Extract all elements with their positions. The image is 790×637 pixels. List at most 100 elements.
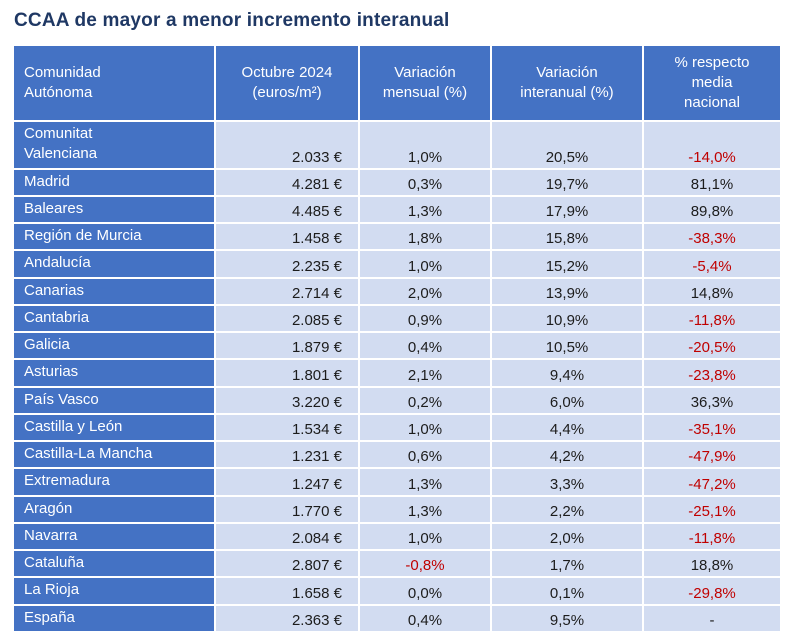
cell-yoy: 20,5% — [492, 122, 642, 168]
cell-price: 1.770 € — [216, 496, 358, 522]
table-row: Región de Murcia 1.458 €1,8% 15,8% -38,3% — [14, 224, 780, 250]
cell-yoy: 9,5% — [492, 605, 642, 631]
cell-monthly: 2,1% — [360, 360, 490, 386]
cell-price: 1.231 € — [216, 442, 358, 468]
cell-monthly: 0,0% — [360, 578, 490, 604]
table-row: Andalucía 2.235 €1,0% 15,2% -5,4% — [14, 251, 780, 277]
row-label: Baleares — [14, 196, 214, 222]
cell-vs_national: -38,3% — [644, 224, 780, 250]
row-label: Castilla y León — [14, 414, 214, 440]
table-header: Comunidad Autónoma Octubre 2024 (euros/m²… — [14, 46, 780, 120]
table-row: Cataluña 2.807 € -0,8% 1,7% 18,8% — [14, 551, 780, 577]
cell-vs_national: 18,8% — [644, 551, 780, 577]
table-row: La Rioja 1.658 €0,0% 0,1% -29,8% — [14, 578, 780, 604]
cell-yoy: 10,9% — [492, 305, 642, 331]
cell-vs_national: 14,8% — [644, 278, 780, 304]
table-row: Asturias 1.801 €2,1% 9,4% -23,8% — [14, 360, 780, 386]
row-label: Madrid — [14, 169, 214, 195]
cell-vs_national: -29,8% — [644, 578, 780, 604]
cell-yoy: 4,4% — [492, 414, 642, 440]
cell-monthly: 0,9% — [360, 305, 490, 331]
table-row: Aragón 1.770 €1,3% 2,2% -25,1% — [14, 496, 780, 522]
cell-vs_national: -20,5% — [644, 333, 780, 359]
cell-monthly: 0,3% — [360, 169, 490, 195]
row-label: Navarra — [14, 523, 214, 549]
cell-vs_national: -23,8% — [644, 360, 780, 386]
row-label: País Vasco — [14, 387, 214, 413]
cell-yoy: 19,7% — [492, 169, 642, 195]
cell-yoy: 2,0% — [492, 523, 642, 549]
cell-yoy: 17,9% — [492, 196, 642, 222]
ccaa-table: Comunidad Autónoma Octubre 2024 (euros/m²… — [12, 44, 782, 633]
row-label: Comunitat Valenciana — [14, 122, 214, 168]
cell-vs_national: 81,1% — [644, 169, 780, 195]
row-label: Extremadura — [14, 469, 214, 495]
table-row: España 2.363 €0,4% 9,5% - — [14, 605, 780, 631]
column-header-1: Octubre 2024 (euros/m²) — [216, 46, 358, 120]
cell-price: 4.281 € — [216, 169, 358, 195]
table-row: Cantabria 2.085 €0,9% 10,9% -11,8% — [14, 305, 780, 331]
cell-price: 2.807 € — [216, 551, 358, 577]
cell-yoy: 3,3% — [492, 469, 642, 495]
cell-price: 4.485 € — [216, 196, 358, 222]
cell-monthly: 0,6% — [360, 442, 490, 468]
cell-yoy: 4,2% — [492, 442, 642, 468]
row-label: Asturias — [14, 360, 214, 386]
cell-monthly: 2,0% — [360, 278, 490, 304]
row-label: Galicia — [14, 333, 214, 359]
cell-yoy: 0,1% — [492, 578, 642, 604]
table-body: Comunitat Valenciana 2.033 € 1,0% 20,5% -14,… — [14, 122, 780, 631]
cell-monthly: 0,4% — [360, 333, 490, 359]
column-header-0: Comunidad Autónoma — [14, 46, 214, 120]
cell-price: 2.363 € — [216, 605, 358, 631]
cell-monthly: 1,3% — [360, 496, 490, 522]
cell-price: 2.033 € — [216, 122, 358, 168]
cell-monthly: 1,0% — [360, 251, 490, 277]
table-row: Navarra 2.084 €1,0% 2,0% -11,8% — [14, 523, 780, 549]
row-label: La Rioja — [14, 578, 214, 604]
cell-vs_national: -5,4% — [644, 251, 780, 277]
cell-monthly: 1,3% — [360, 196, 490, 222]
row-label: Castilla-La Mancha — [14, 442, 214, 468]
cell-price: 1.658 € — [216, 578, 358, 604]
cell-vs_national: -47,2% — [644, 469, 780, 495]
cell-monthly: -0,8% — [360, 551, 490, 577]
cell-yoy: 15,2% — [492, 251, 642, 277]
table-row: Comunitat Valenciana 2.033 €1,0% 20,5% -14,… — [14, 122, 780, 168]
cell-yoy: 1,7% — [492, 551, 642, 577]
row-label: Aragón — [14, 496, 214, 522]
column-header-3: Variación interanual (%) — [492, 46, 642, 120]
cell-vs_national: -14,0% — [644, 122, 780, 168]
cell-vs_national: -11,8% — [644, 305, 780, 331]
cell-price: 3.220 € — [216, 387, 358, 413]
row-label: Cantabria — [14, 305, 214, 331]
column-header-4: % respecto media nacional — [644, 46, 780, 120]
cell-price: 1.458 € — [216, 224, 358, 250]
cell-yoy: 6,0% — [492, 387, 642, 413]
row-label: Cataluña — [14, 551, 214, 577]
cell-yoy: 9,4% — [492, 360, 642, 386]
cell-monthly: 1,0% — [360, 523, 490, 549]
row-label: España — [14, 605, 214, 631]
table-row: Castilla y León 1.534 €1,0% 4,4% -35,1% — [14, 414, 780, 440]
cell-vs_national: 36,3% — [644, 387, 780, 413]
cell-vs_national: -35,1% — [644, 414, 780, 440]
cell-monthly: 1,0% — [360, 414, 490, 440]
header-row: Comunidad Autónoma Octubre 2024 (euros/m²… — [14, 46, 780, 120]
cell-price: 2.235 € — [216, 251, 358, 277]
cell-price: 2.714 € — [216, 278, 358, 304]
cell-price: 2.084 € — [216, 523, 358, 549]
cell-yoy: 15,8% — [492, 224, 642, 250]
row-label: Región de Murcia — [14, 224, 214, 250]
cell-vs_national: -47,9% — [644, 442, 780, 468]
row-label: Andalucía — [14, 251, 214, 277]
cell-price: 1.879 € — [216, 333, 358, 359]
cell-price: 1.801 € — [216, 360, 358, 386]
table-row: Castilla-La Mancha 1.231 €0,6% 4,2% -47,9% — [14, 442, 780, 468]
cell-price: 1.534 € — [216, 414, 358, 440]
table-row: Baleares 4.485 €1,3% 17,9% 89,8% — [14, 196, 780, 222]
cell-vs_national: -11,8% — [644, 523, 780, 549]
cell-vs_national: 89,8% — [644, 196, 780, 222]
cell-monthly: 0,4% — [360, 605, 490, 631]
